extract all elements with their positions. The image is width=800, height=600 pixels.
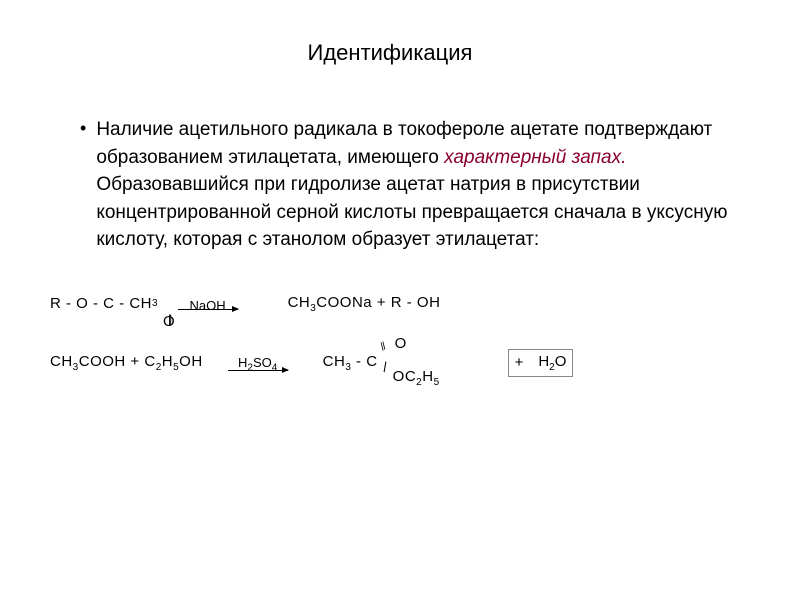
- aap: +: [126, 353, 145, 370]
- reaction-2: CH3COOH + C2H5OH H2SO4 CH3 - C // O \ OC…: [50, 349, 740, 377]
- ester-oc: OC2H5: [393, 368, 440, 388]
- plus-water: + H2O: [508, 349, 574, 377]
- et3: H: [162, 353, 173, 370]
- pw1: +: [515, 354, 524, 371]
- sa4: 4: [272, 363, 278, 374]
- reaction-block: R - O - C - CH3 || O NaOH CH3COONa + R -…: [50, 294, 740, 377]
- body-highlight: характерный запах.: [444, 147, 626, 168]
- et1: C: [144, 353, 155, 370]
- arrow-2: H2SO4: [228, 355, 288, 371]
- w3: O: [555, 353, 567, 370]
- ester-dbl: //: [378, 341, 388, 353]
- ethyl-acetate: CH3 - C // O \ OC2H5: [323, 353, 378, 373]
- product-acetate: CH3COONa + R - OH: [288, 294, 441, 314]
- ester-slash: \: [379, 359, 390, 375]
- slide-title: Идентификация: [40, 40, 740, 66]
- oc3: H: [422, 368, 433, 385]
- ea1: CH: [323, 353, 346, 370]
- oc1: OC: [393, 368, 417, 385]
- body-part2: Образовавшийся при гидролизе ацетат натр…: [96, 174, 727, 250]
- r1-sub: 3: [152, 298, 158, 309]
- ea3: - C: [351, 353, 377, 370]
- bullet-paragraph: • Наличие ацетильного радикала в токофер…: [80, 116, 740, 254]
- sa3: SO: [253, 355, 272, 370]
- water: H2O: [538, 353, 566, 373]
- reagent-h2so4: H2SO4: [238, 355, 277, 374]
- plus1: +: [372, 294, 391, 311]
- bullet-marker: •: [80, 116, 86, 141]
- p1a: CH: [288, 294, 311, 311]
- acetic-acid: CH3COOH + C2H5OH: [50, 353, 203, 373]
- aa3: COOH: [79, 353, 126, 370]
- reagent-naoh: NaOH: [190, 298, 226, 313]
- aa1: CH: [50, 353, 73, 370]
- p1b: COONa: [316, 294, 372, 311]
- r1-left: R - O - C - CH: [50, 295, 152, 312]
- arrow-1: NaOH: [178, 298, 238, 310]
- reagent-acetyl: R - O - C - CH3 || O: [50, 295, 158, 312]
- sa1: H: [238, 355, 247, 370]
- carbonyl-o: O: [163, 313, 175, 330]
- et5: OH: [179, 353, 203, 370]
- reaction-1: R - O - C - CH3 || O NaOH CH3COONa + R -…: [50, 294, 740, 314]
- oc4: 5: [434, 377, 440, 388]
- p2: R - OH: [391, 294, 441, 311]
- ester-o: O: [395, 335, 407, 352]
- body-text: Наличие ацетильного радикала в токоферол…: [96, 116, 740, 254]
- w1: H: [538, 353, 549, 370]
